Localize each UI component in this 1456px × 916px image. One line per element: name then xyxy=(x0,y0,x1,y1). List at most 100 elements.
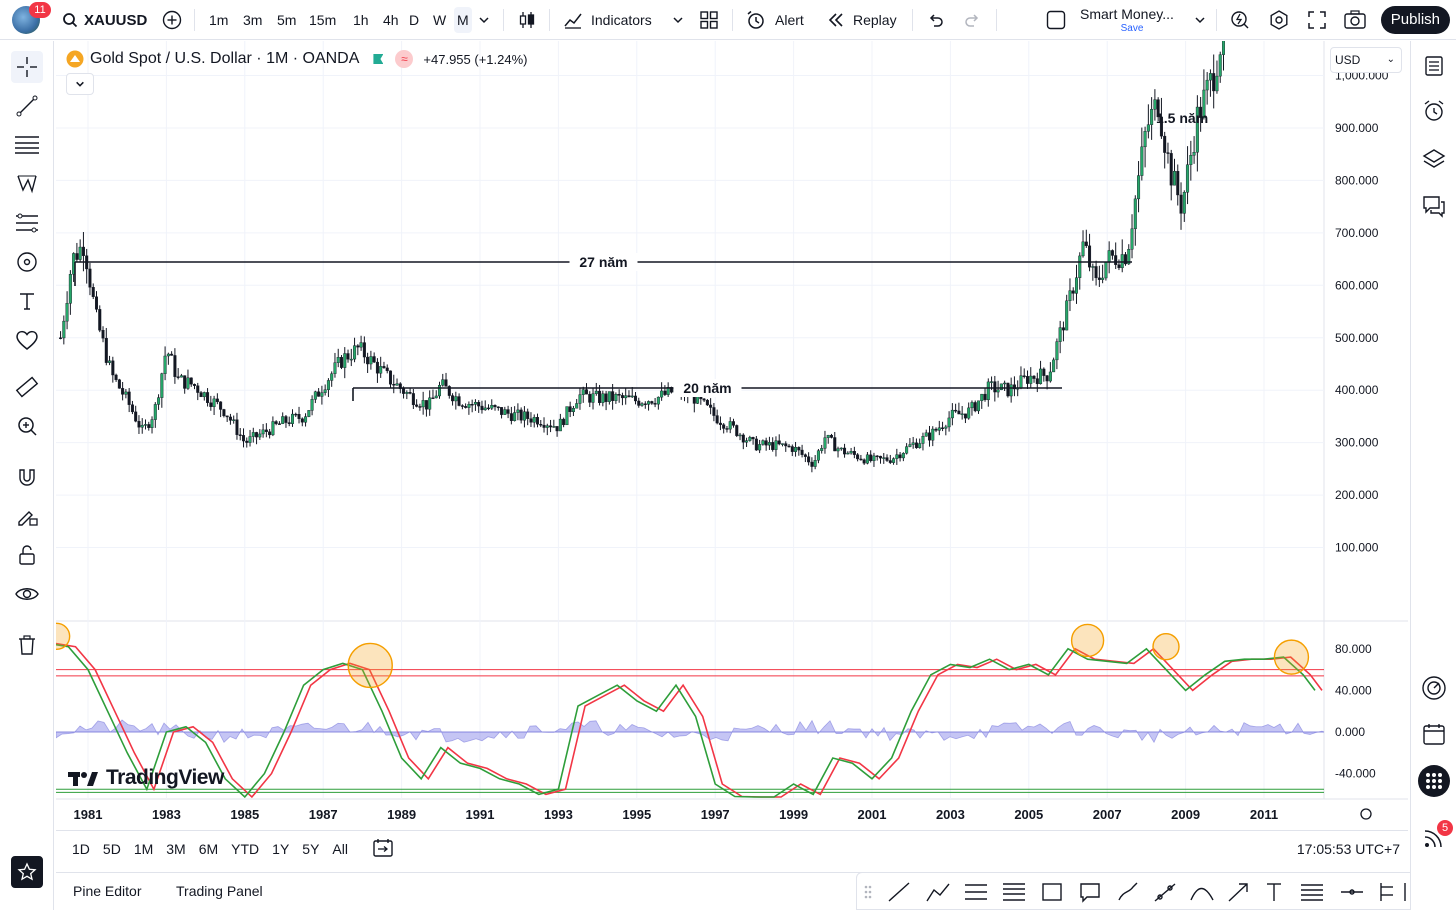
fib-tool[interactable] xyxy=(11,129,43,161)
interval-M[interactable]: M xyxy=(454,6,472,33)
lock-drawings-tool[interactable] xyxy=(11,539,43,571)
favorites-button[interactable] xyxy=(11,856,43,888)
compare-add-button[interactable] xyxy=(162,0,182,40)
candle-up xyxy=(326,380,330,390)
candle-down xyxy=(346,353,350,360)
interval-5m[interactable]: 5m xyxy=(277,11,297,28)
measure-tool[interactable] xyxy=(11,371,43,403)
remove-drawings-tool[interactable] xyxy=(11,629,43,661)
candle-down xyxy=(934,428,938,431)
range-5d[interactable]: 5D xyxy=(102,841,121,857)
range-5y[interactable]: 5Y xyxy=(302,841,320,857)
annotation-label-bg xyxy=(673,379,742,397)
indicators-button[interactable]: Indicators xyxy=(562,0,684,40)
candle-up xyxy=(931,428,935,441)
candle-up xyxy=(767,442,771,446)
gear-icon[interactable] xyxy=(1360,808,1372,820)
chart-type-button[interactable] xyxy=(516,0,538,40)
legend-toggle-button[interactable] xyxy=(66,73,94,95)
clock-timezone[interactable]: 17:05:53 UTC+7 xyxy=(1296,841,1400,857)
candle-down xyxy=(611,391,615,401)
text-icon xyxy=(1267,883,1281,901)
range-1y[interactable]: 1Y xyxy=(272,841,290,857)
products-button[interactable] xyxy=(1418,765,1450,797)
layout-dropdown[interactable] xyxy=(1194,0,1206,40)
chats-button[interactable] xyxy=(1419,191,1449,221)
magnet-tool[interactable] xyxy=(11,461,43,493)
tradingview-watermark[interactable]: TradingView xyxy=(68,766,224,790)
candles-icon xyxy=(519,11,535,28)
interval-dropdown[interactable] xyxy=(478,0,490,40)
range-ytd[interactable]: YTD xyxy=(231,841,260,857)
replay-button[interactable]: Replay xyxy=(826,0,897,40)
interval-W[interactable]: W xyxy=(433,11,447,28)
layout-name-button[interactable]: Smart Money... Save xyxy=(1080,5,1184,35)
tab-pine-editor[interactable]: Pine Editor xyxy=(73,883,142,899)
candle-down xyxy=(627,395,631,398)
alert-button[interactable]: Alert xyxy=(745,0,804,40)
snapshot-button[interactable] xyxy=(1343,0,1367,40)
interval-D[interactable]: D xyxy=(409,11,420,28)
candle-up xyxy=(647,401,651,405)
candle-up xyxy=(882,457,886,459)
candle-down xyxy=(114,374,118,380)
object-tree-button[interactable] xyxy=(1419,144,1449,174)
tab-trading-panel[interactable]: Trading Panel xyxy=(176,883,263,899)
symbol-title[interactable]: Gold Spot / U.S. Dollar · 1M · OANDA xyxy=(90,50,360,67)
symbol-search[interactable]: XAUUSD xyxy=(62,0,147,40)
candle-down xyxy=(620,395,624,399)
layout-checkbox[interactable] xyxy=(1046,0,1066,40)
candle-up xyxy=(1065,300,1069,331)
interval-3m[interactable]: 3m xyxy=(243,11,263,28)
candle-down xyxy=(1199,106,1203,118)
calendar-button[interactable] xyxy=(1419,719,1449,749)
publish-button[interactable]: Publish xyxy=(1380,6,1450,34)
alerts-button[interactable] xyxy=(1419,96,1449,126)
settings-button[interactable] xyxy=(1268,0,1290,40)
news-feed-button[interactable]: 5 xyxy=(1419,820,1453,853)
pitchfork-icon xyxy=(1154,883,1176,902)
candle-up xyxy=(307,410,311,417)
candle-down xyxy=(568,406,572,413)
templates-button[interactable] xyxy=(699,0,719,40)
stay-in-drawing-tool[interactable] xyxy=(11,500,43,532)
market-status-icon[interactable]: ≈ xyxy=(395,50,414,68)
oscillator-tick-label: 0.000 xyxy=(1335,725,1365,739)
trend-line-tool[interactable] xyxy=(11,90,43,122)
fullscreen-button[interactable] xyxy=(1307,0,1327,40)
range-3m[interactable]: 3M xyxy=(166,841,186,857)
candle-down xyxy=(451,395,455,402)
interval-15m[interactable]: 15m xyxy=(309,11,337,28)
prediction-tool[interactable] xyxy=(11,207,43,239)
range-1d[interactable]: 1D xyxy=(72,841,90,857)
watchlist-button[interactable] xyxy=(1419,51,1449,81)
goto-date-button[interactable] xyxy=(372,837,394,862)
candle-up xyxy=(1182,192,1186,214)
interval-4h[interactable]: 4h xyxy=(383,11,399,28)
quick-search-button[interactable] xyxy=(1229,0,1251,40)
geometry-tool[interactable] xyxy=(11,246,43,278)
pattern-tool[interactable] xyxy=(11,168,43,200)
candle-down xyxy=(228,416,232,421)
crosshair-tool[interactable] xyxy=(11,51,43,83)
candle-up xyxy=(937,427,941,431)
undo-button[interactable] xyxy=(926,0,944,40)
range-all[interactable]: All xyxy=(332,841,348,857)
candle-down xyxy=(222,409,226,417)
range-1m[interactable]: 1M xyxy=(133,841,154,857)
trading-ideas-button[interactable] xyxy=(1419,673,1449,703)
interval-1h[interactable]: 1h xyxy=(353,11,369,28)
candle-down xyxy=(104,337,108,363)
alert-label: Alert xyxy=(775,11,804,28)
text-tool[interactable] xyxy=(11,285,43,317)
icons-tool[interactable] xyxy=(11,324,43,356)
save-status[interactable]: Save xyxy=(1120,23,1144,34)
annotation-label: 27 năm xyxy=(579,254,627,270)
range-6m[interactable]: 6M xyxy=(198,841,219,857)
redo-button[interactable] xyxy=(964,0,982,40)
interval-1m[interactable]: 1m xyxy=(209,11,229,28)
chart-canvas[interactable]: 1981 1983 1985 1987 1989 1991 1993 1995 1997 1999… xyxy=(56,41,1408,828)
hide-drawings-tool[interactable] xyxy=(11,578,43,610)
zoom-tool[interactable] xyxy=(11,410,43,442)
currency-selector[interactable]: USD ⌄ xyxy=(1330,47,1402,73)
